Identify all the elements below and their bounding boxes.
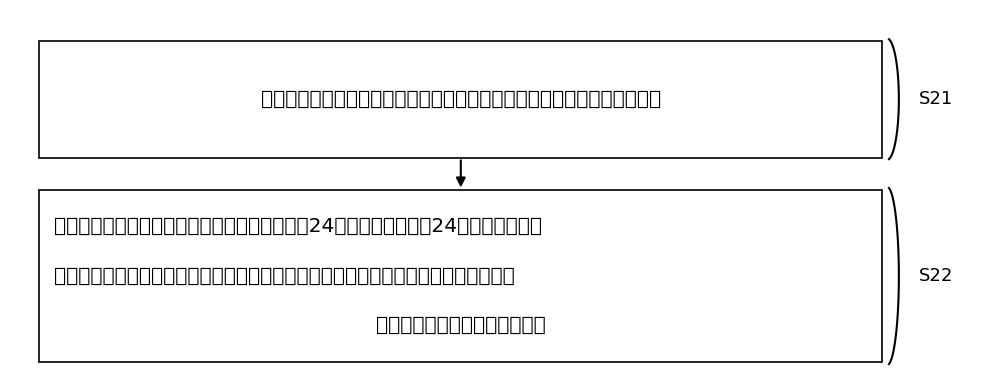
Text: 将所述预处理后的三维模型的正面和背面分别进行投影，得到两幅二维图像: 将所述预处理后的三维模型的正面和背面分别进行投影，得到两幅二维图像 <box>261 90 661 109</box>
Text: 使用主动形状模型算法分别提取所述二维图像上24个骨骼点，将所述24个骨骼点映射回: 使用主动形状模型算法分别提取所述二维图像上24个骨骼点，将所述24个骨骼点映射回 <box>54 217 542 236</box>
Text: S21: S21 <box>919 90 953 108</box>
Text: S22: S22 <box>919 267 953 285</box>
FancyBboxPatch shape <box>39 41 882 158</box>
FancyBboxPatch shape <box>39 191 882 362</box>
Text: 值坐标作为最终的骨骼点的坐标: 值坐标作为最终的骨骼点的坐标 <box>376 316 546 335</box>
Text: 所述预处理后的三维模型，其中，每个所述骨骼点对应两个空间点，将所述空间点的均: 所述预处理后的三维模型，其中，每个所述骨骼点对应两个空间点，将所述空间点的均 <box>54 267 515 286</box>
